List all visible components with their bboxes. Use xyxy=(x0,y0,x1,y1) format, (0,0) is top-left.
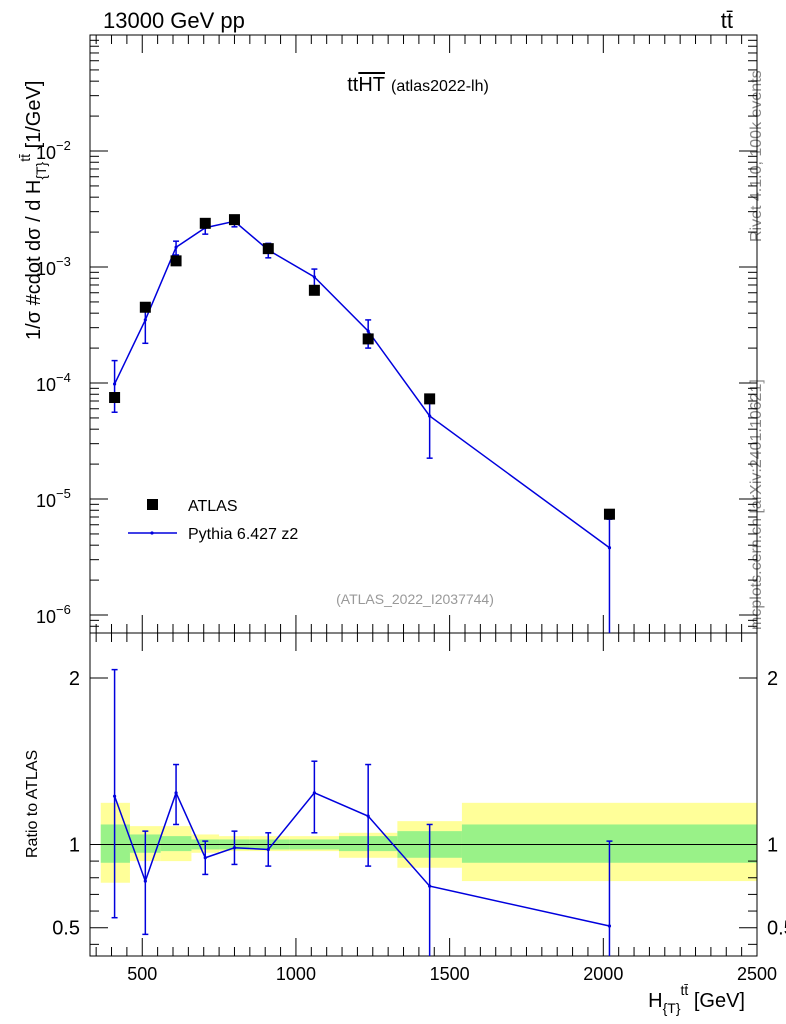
atlas-data-point xyxy=(262,243,274,255)
x-axis-label-sup: tt̄ xyxy=(681,982,689,998)
ratio-point xyxy=(232,846,237,850)
analysis-watermark: (ATLAS_2022_I2037744) xyxy=(336,591,494,607)
x-axis-label-sub: {T} xyxy=(663,1000,681,1016)
ratio-point xyxy=(266,847,270,852)
plot-title-main: tt xyxy=(347,74,359,96)
main-y-tick-label: 10−3 xyxy=(36,254,71,279)
ratio-point xyxy=(203,856,207,860)
atlas-data-point xyxy=(308,284,320,296)
pythia-series-line xyxy=(113,220,610,549)
x-tick-label: 1500 xyxy=(430,964,470,984)
ratio-point xyxy=(112,794,117,798)
legend-pythia-label: Pythia 6.427 z2 xyxy=(188,526,298,543)
ratio-axis-ticks: 0.5 0.5 1 1 2 2 xyxy=(52,668,786,945)
ratio-y-tick-label-left: 2 xyxy=(69,668,80,690)
process-label: tt̄ xyxy=(721,8,733,33)
x-tick-label: 2000 xyxy=(583,964,623,984)
main-y-tick-label-base: 10 xyxy=(36,259,56,279)
pythia-point xyxy=(143,318,147,322)
pythia-point xyxy=(112,382,117,386)
atlas-data-point xyxy=(109,392,121,404)
ratio-point xyxy=(428,884,432,888)
ratio-y-tick-label-right: 2 xyxy=(767,668,778,690)
ratio-plot-area xyxy=(90,802,757,883)
pythia-point xyxy=(607,546,612,550)
main-y-tick-label-base: 10 xyxy=(36,143,56,163)
atlas-data-point xyxy=(170,255,182,267)
main-y-tick-label-exp: −2 xyxy=(56,138,71,153)
pythia-point xyxy=(428,414,432,418)
main-y-tick-label: 10−2 xyxy=(36,138,71,163)
ratio-series-line xyxy=(113,790,610,927)
pythia-point xyxy=(312,275,316,279)
ratio-inner-band xyxy=(160,836,192,852)
main-y-tick-label-exp: −6 xyxy=(56,602,71,617)
pythia-point xyxy=(366,329,370,333)
atlas-data-point xyxy=(228,214,240,226)
x-axis-label-main: H xyxy=(648,990,662,1012)
beam-label: 13000 GeV pp xyxy=(103,8,245,33)
ratio-y-tick-label-left: 0.5 xyxy=(52,918,80,940)
main-y-tick-label: 10−6 xyxy=(36,602,71,627)
atlas-data-point xyxy=(199,217,211,229)
main-y-tick-label-exp: −3 xyxy=(56,254,71,269)
legend-atlas-marker xyxy=(147,499,158,510)
main-y-tick-label-base: 10 xyxy=(36,491,56,511)
ratio-y-tick-label-right: 1 xyxy=(767,834,778,856)
main-y-tick-label: 10−4 xyxy=(36,370,71,395)
ratio-y-tick-label-left: 1 xyxy=(69,834,80,856)
atlas-data-point xyxy=(139,301,151,313)
chart-marks: 10−610−510−410−310−2500 1000 1500 2000 25000… xyxy=(36,34,786,984)
main-y-axis-label-unit: [1/GeV] xyxy=(23,81,45,154)
plot-title: ttHT (atlas2022-lh) xyxy=(347,74,489,96)
atlas-data-point xyxy=(424,393,436,405)
legend-pythia-marker xyxy=(150,531,154,535)
ratio-plot-panel: Ratio to ATLAS H{T}tt̄ [GeV] xyxy=(24,632,758,1016)
ratio-point xyxy=(174,791,178,795)
pythia-point xyxy=(174,245,178,249)
plot-title-overline: HT xyxy=(358,74,385,96)
main-axis-ticks: 10−610−510−410−310−2 xyxy=(36,34,757,634)
main-y-tick-label-base: 10 xyxy=(36,607,56,627)
main-y-axis-label: 1/σ #cdot dσ / d H{T}tt̄ [1/GeV] xyxy=(17,81,49,340)
ratio-point xyxy=(143,879,147,883)
x-axis-label: H{T}tt̄ [GeV] xyxy=(648,982,745,1016)
legend-atlas-label: ATLAS xyxy=(188,498,238,515)
main-y-axis-label-sup: tt̄ xyxy=(17,154,33,162)
x-tick-label: 1000 xyxy=(276,964,316,984)
x-tick-label: 500 xyxy=(127,964,157,984)
main-y-tick-label-exp: −5 xyxy=(56,486,71,501)
main-y-axis-label-sub: {T} xyxy=(33,161,49,179)
ratio-y-tick-label-right: 0.5 xyxy=(767,918,786,940)
ratio-point xyxy=(366,814,370,818)
main-y-axis-label-main: 1/σ #cdot dσ / d H xyxy=(23,180,45,340)
main-y-tick-label-exp: −4 xyxy=(56,370,71,385)
atlas-data-point xyxy=(362,333,374,345)
main-plot-panel: ttHT (atlas2022-lh) 1/σ #cdot dσ / d H{T}… xyxy=(17,34,758,634)
ratio-point xyxy=(312,791,316,795)
main-plot-frame xyxy=(89,34,758,634)
legend: ATLAS Pythia 6.427 z2 xyxy=(128,498,298,543)
ratio-y-axis-label: Ratio to ATLAS xyxy=(24,750,41,858)
ratio-plot-frame xyxy=(89,632,758,957)
x-tick-label: 2500 xyxy=(737,964,777,984)
atlas-data-point xyxy=(603,508,615,520)
x-axis-label-unit: [GeV] xyxy=(688,990,745,1012)
main-y-tick-label-base: 10 xyxy=(36,375,56,395)
main-y-tick-label: 10−5 xyxy=(36,486,71,511)
x-axis-ticks: 500 1000 1500 2000 2500 xyxy=(95,35,777,984)
ratio-inner-band xyxy=(100,824,130,863)
ratio-point xyxy=(607,924,612,928)
plot-title-suffix: (atlas2022-lh) xyxy=(391,78,489,95)
